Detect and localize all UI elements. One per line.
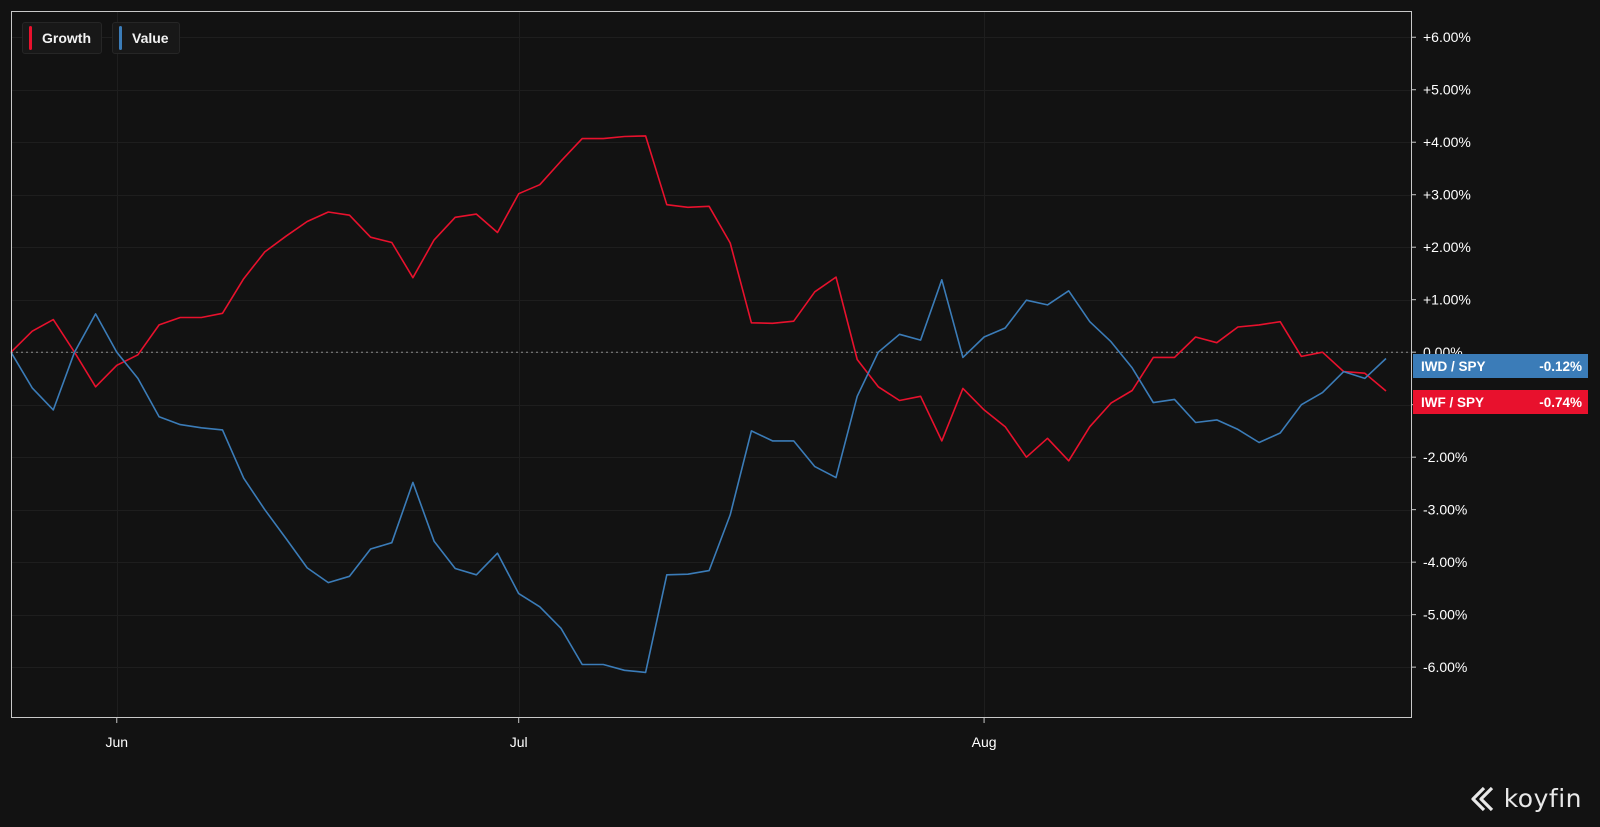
last-value-labels: IWD / SPY -0.12% IWF / SPY -0.74% — [1413, 354, 1588, 414]
y-tick-label: +6.00% — [1423, 29, 1471, 45]
y-tick-label: +3.00% — [1423, 187, 1471, 203]
last-value-number: -0.74% — [1539, 395, 1582, 410]
koyfin-logo: koyfin — [1470, 784, 1582, 813]
last-value-label-bg — [1413, 390, 1588, 414]
last-value-number: -0.12% — [1539, 359, 1582, 374]
y-tick-label: -2.00% — [1423, 449, 1467, 465]
y-tick-label: +4.00% — [1423, 134, 1471, 150]
koyfin-logo-icon — [1471, 786, 1493, 811]
last-value-label-growth: IWF / SPY -0.74% — [1413, 390, 1588, 414]
legend-item-growth[interactable]: Growth — [22, 22, 102, 54]
series-line-growth[interactable] — [10, 135, 1387, 462]
x-axis: Jun Jul Aug — [105, 717, 997, 750]
legend: Growth Value — [22, 22, 180, 54]
y-tick-label: -6.00% — [1423, 659, 1467, 675]
series-lines — [10, 135, 1387, 674]
koyfin-logo-text: koyfin — [1503, 784, 1582, 813]
last-value-ticker: IWF / SPY — [1421, 395, 1484, 410]
series-line-value[interactable] — [10, 278, 1387, 674]
plot-border — [11, 11, 1412, 718]
y-tick-label: +1.00% — [1423, 292, 1471, 308]
grid — [11, 11, 1411, 717]
last-value-ticker: IWD / SPY — [1421, 359, 1486, 374]
last-value-label-bg — [1413, 354, 1588, 378]
x-tick-label: Jul — [510, 734, 528, 750]
x-tick-label: Aug — [972, 734, 997, 750]
legend-label-growth: Growth — [42, 30, 91, 46]
legend-item-value[interactable]: Value — [112, 22, 180, 54]
legend-label-value: Value — [132, 30, 169, 46]
y-tick-label: -3.00% — [1423, 502, 1467, 518]
legend-swatch-value — [119, 26, 122, 50]
y-axis: +6.00%+5.00%+4.00%+3.00%+2.00%+1.00%0.00… — [1411, 29, 1471, 675]
x-tick-label: Jun — [105, 734, 128, 750]
y-tick-label: +2.00% — [1423, 239, 1471, 255]
y-tick-label: -5.00% — [1423, 607, 1467, 623]
y-tick-label: +5.00% — [1423, 82, 1471, 98]
y-tick-label: -4.00% — [1423, 554, 1467, 570]
last-value-label-value: IWD / SPY -0.12% — [1413, 354, 1588, 378]
legend-swatch-growth — [29, 26, 32, 50]
